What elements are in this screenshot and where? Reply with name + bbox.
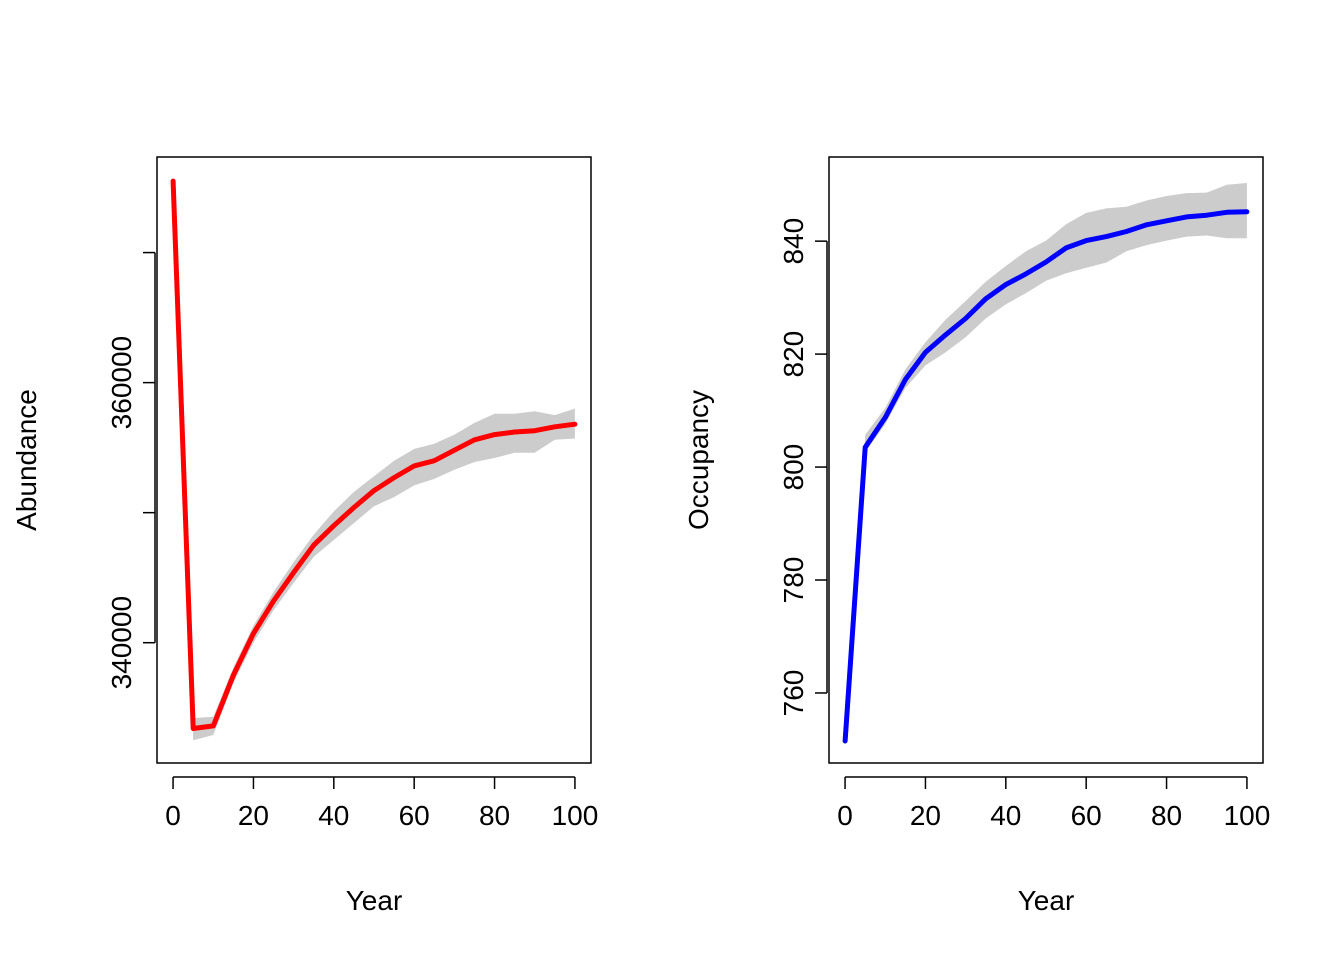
abundance-x-tick-label: 60 [399, 800, 430, 831]
occupancy-y-tick-label: 760 [778, 670, 809, 717]
occupancy-panel: 0 20 40 60 80 100 760 780 800 820 840 Year Occupa… [683, 156, 1271, 916]
abundance-plot-frame [156, 156, 592, 764]
abundance-y-axis-title: Abundance [11, 389, 42, 531]
occupancy-x-tick-label: 60 [1071, 800, 1102, 831]
abundance-x-tick-label: 20 [238, 800, 269, 831]
abundance-y-tick-label: 360000 [106, 336, 137, 429]
occupancy-x-tick-label: 40 [990, 800, 1021, 831]
occupancy-x-axis-title: Year [1018, 885, 1075, 916]
abundance-line [170, 178, 578, 731]
occupancy-y-tick-label: 840 [778, 218, 809, 265]
occupancy-x-tick-label: 80 [1151, 800, 1182, 831]
occupancy-plot-frame [828, 156, 1264, 764]
abundance-x-tick-label: 0 [165, 800, 181, 831]
abundance-x-tick-label: 80 [479, 800, 510, 831]
abundance-series-line-0 [170, 178, 578, 731]
occupancy-y-axis: 760 780 800 820 840 [778, 218, 828, 717]
occupancy-x-tick-label: 100 [1224, 800, 1271, 831]
occupancy-y-tick-label: 780 [778, 557, 809, 604]
occupancy-x-axis: 0 20 40 60 80 100 [837, 776, 1271, 831]
occupancy-y-axis-title: Occupancy [683, 390, 714, 530]
abundance-x-tick-label: 40 [318, 800, 349, 831]
occupancy-line [842, 209, 1250, 744]
abundance-y-axis: 340000 360000 [106, 251, 156, 689]
abundance-x-axis-title: Year [346, 885, 403, 916]
abundance-y-tick-label: 340000 [106, 596, 137, 689]
occupancy-band-series-0 [845, 183, 1247, 741]
occupancy-y-tick-label: 800 [778, 444, 809, 491]
occupancy-x-tick-label: 20 [910, 800, 941, 831]
occupancy-x-tick-label: 0 [837, 800, 853, 831]
occupancy-confidence-band [845, 183, 1247, 741]
abundance-x-tick-label: 100 [552, 800, 599, 831]
occupancy-series-line-0 [842, 209, 1250, 744]
abundance-x-axis: 0 20 40 60 80 100 [165, 776, 599, 831]
occupancy-y-tick-label: 820 [778, 331, 809, 378]
abundance-panel: 0 20 40 60 80 100 340000 360000 Year Abundance [11, 156, 599, 916]
